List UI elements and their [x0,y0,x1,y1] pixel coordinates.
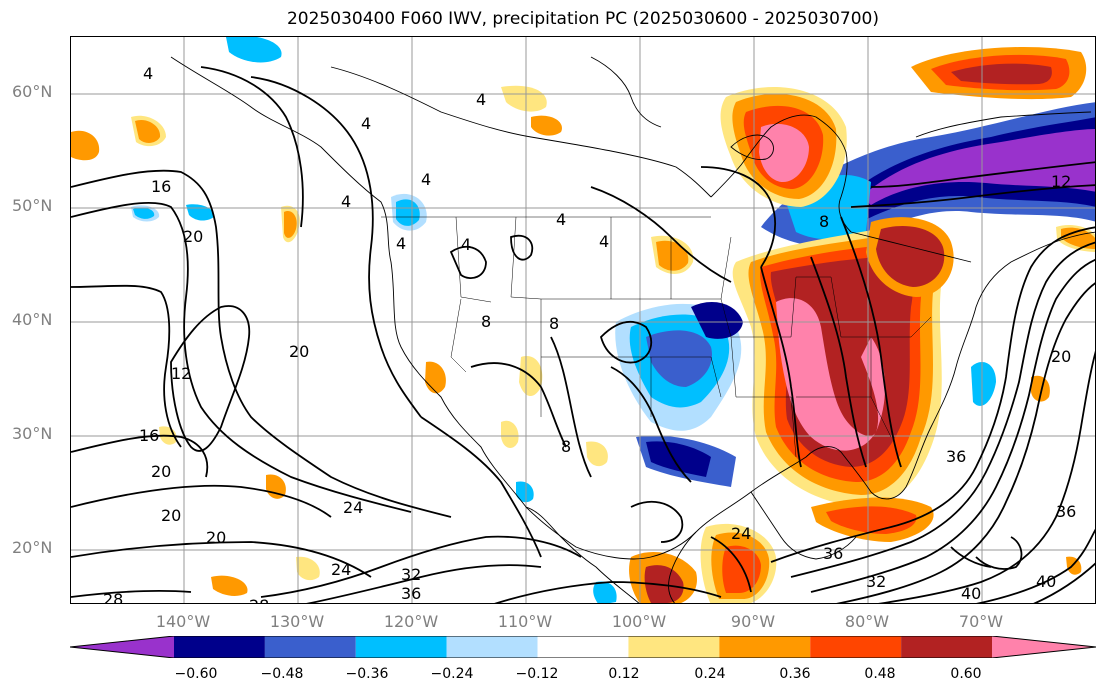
contour-label: 28 [103,590,123,604]
contour-label: 8 [549,314,559,333]
contour-label: 16 [151,177,171,196]
state-borders [381,216,932,458]
contour-label: 36 [1056,502,1076,521]
lon-label-120w: 120°W [383,612,439,631]
lat-label-20n: 20°N [12,538,53,557]
colorbar-cell [628,636,720,658]
colorbar-tick: 0.48 [864,666,896,682]
contour-labels: 4 4 4 4 4 4 4 4 4 8 8 8 8 12 12 16 16 20… [103,64,1076,604]
contour-label: 20 [151,462,171,481]
contour-label: 24 [343,498,363,517]
contour-label: 4 [396,234,406,253]
contour-label: 20 [206,528,226,547]
lon-label-100w: 100°W [611,612,667,631]
lon-label-80w: 80°W [844,612,890,631]
iwv-contours [71,66,1095,603]
contour-label: 36 [401,584,421,603]
colorbar-tick: −0.12 [515,666,559,682]
colorbar-cell [174,636,265,658]
colorbar-cell [719,636,811,658]
coastlines [170,56,1095,603]
lon-label-140w: 140°W [155,612,211,631]
contour-label: 4 [556,210,566,229]
contour-label: 20 [289,342,309,361]
contour-label: 32 [401,565,421,584]
colorbar-tick: −0.24 [430,666,474,682]
contour-label: 4 [476,90,486,109]
lat-label-40n: 40°N [12,310,53,329]
colorbar-cells [70,636,1096,658]
colorbar-tick: 0.36 [779,666,811,682]
contour-label: 4 [461,235,471,254]
contour-label: 4 [421,170,431,189]
contour-label: 24 [331,560,351,579]
lon-label-70w: 70°W [958,612,1004,631]
contour-label: 40 [961,584,981,603]
contour-label: 4 [599,232,609,251]
colorbar-cell [264,636,356,658]
contour-label: 16 [139,426,159,445]
precip-shading [71,37,1095,603]
colorbar-cell [992,636,1096,658]
lon-label-90w: 90°W [730,612,776,631]
contour-label: 20 [1051,347,1071,366]
contour-label: 4 [143,64,153,83]
colorbar-tick: 0.12 [608,666,640,682]
colorbar [70,636,1096,658]
lon-label-130w: 130°W [269,612,325,631]
graticule [71,37,1095,603]
colorbar-tick: −0.48 [260,666,304,682]
colorbar-cell [810,636,902,658]
contour-label: 12 [1051,172,1071,191]
contour-label: 28 [249,596,269,604]
contour-label: 8 [561,437,571,456]
colorbar-cell [901,636,992,658]
colorbar-cell [70,636,174,658]
lat-label-60n: 60°N [12,82,53,101]
contour-label: 20 [161,506,181,525]
colorbar-cell [355,636,447,658]
contour-label: 40 [1036,572,1056,591]
contour-label: 32 [866,572,886,591]
map-panel: 4 4 4 4 4 4 4 4 4 8 8 8 8 12 12 16 16 20… [70,36,1096,604]
colorbar-tick: −0.60 [174,666,218,682]
colorbar-tick: 0.24 [694,666,726,682]
colorbar-tick: −0.36 [345,666,389,682]
lat-label-30n: 30°N [12,424,53,443]
colorbar-cell [446,636,538,658]
contour-label: 20 [183,227,203,246]
lon-label-110w: 110°W [497,612,553,631]
contour-label: 4 [361,114,371,133]
contour-label: 36 [946,447,966,466]
colorbar-cell [537,636,629,658]
map-canvas: 4 4 4 4 4 4 4 4 4 8 8 8 8 12 12 16 16 20… [71,37,1095,604]
contour-label: 24 [731,524,751,543]
contour-label: 36 [823,544,843,563]
contour-label: 8 [819,212,829,231]
contour-label: 12 [171,364,191,383]
contour-label: 4 [341,192,351,211]
contour-label: 8 [481,312,491,331]
map-title: 2025030400 F060 IWV, precipitation PC (2… [286,9,879,29]
colorbar-tick: 0.60 [950,666,982,682]
lat-label-50n: 50°N [12,196,53,215]
